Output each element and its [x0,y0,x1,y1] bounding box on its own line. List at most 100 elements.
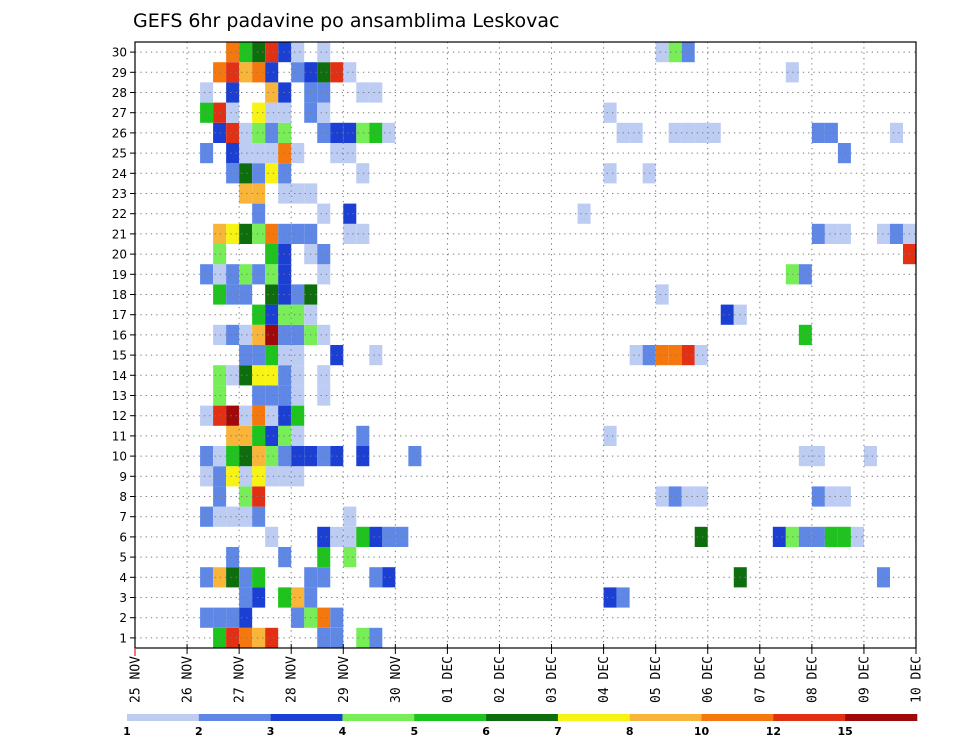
heatmap-cell [213,244,227,265]
heatmap-cell [265,223,279,244]
heatmap-cell [824,223,838,244]
y-tick-label: 1 [119,631,127,645]
heatmap-cell [356,223,370,244]
heatmap-cell [226,365,240,386]
heatmap-cell [252,405,266,426]
heatmap-cell [265,385,279,406]
y-tick-label: 14 [112,369,127,383]
heatmap-cell [655,284,669,305]
heatmap-cell [655,42,669,63]
heatmap-cell [226,446,240,467]
heatmap-cell [369,122,383,143]
heatmap-cell [369,627,383,648]
heatmap-cell [317,122,331,143]
heatmap-cell [265,264,279,285]
heatmap-cell [863,446,877,467]
heatmap-cell [213,223,227,244]
x-axis-ticks: 25 NOV 26 NOV 27 NOV 28 NOV 29 NOV 30 NOV 01 D… [129,644,925,703]
heatmap-cell [265,627,279,648]
heatmap-cell [694,526,708,547]
legend-swatch [773,714,846,721]
heatmap-cell [200,102,214,123]
heatmap-cell [239,466,253,487]
heatmap-cell [200,506,214,527]
y-tick-label: 30 [112,46,127,60]
y-tick-label: 13 [112,389,127,403]
heatmap-cell [343,506,357,527]
heatmap-cell [291,446,305,467]
y-tick-label: 4 [119,571,127,585]
x-tick-label: 09 DEC [857,656,872,703]
heatmap-cell [681,122,695,143]
y-tick-label: 21 [112,227,127,241]
heatmap-cell [252,425,266,446]
heatmap-cell [291,345,305,366]
heatmap-cell [655,345,669,366]
heatmap-cell [343,203,357,224]
heatmap-cell [226,284,240,305]
heatmap-cell [252,324,266,345]
legend-swatch [557,714,631,721]
heatmap-cell [265,284,279,305]
x-tick-label: 02 DEC [493,656,508,703]
heatmap-cell [317,446,331,467]
heatmap-cell [200,567,214,588]
heatmap-cell [200,466,214,487]
heatmap-cell [265,324,279,345]
heatmap-cell [668,486,682,507]
heatmap-cell [213,567,227,588]
heatmap-cell [226,82,240,103]
heatmap-cell [291,284,305,305]
heatmap-cell [720,304,734,325]
heatmap-cell [694,345,708,366]
heatmap-cell [356,425,370,446]
heatmap-cell [369,345,383,366]
heatmap-cell [252,42,266,63]
heatmap-cell [356,163,370,184]
legend-label: 4 [339,725,347,738]
y-tick-label: 22 [112,207,127,221]
x-tick-label: 07 DEC [753,656,768,703]
heatmap-cell [200,82,214,103]
heatmap-cell [239,627,253,648]
heatmap-cell [291,42,305,63]
heatmap-cell [226,223,240,244]
heatmap-cell [265,102,279,123]
y-tick-label: 23 [112,187,127,201]
heatmap-cell [252,446,266,467]
heatmap-cell [707,122,721,143]
heatmap-cell [226,547,240,568]
heatmap-cell [239,607,253,628]
heatmap-cell [356,82,370,103]
y-tick-label: 5 [119,551,127,565]
heatmap-cell [317,607,331,628]
legend-label: 2 [195,725,203,738]
heatmap-cell [252,345,266,366]
heatmap-cell [239,345,253,366]
heatmap-cell [343,62,357,83]
heatmap-cell [356,122,370,143]
heatmap-cell [369,567,383,588]
heatmap-cell [837,143,851,164]
chart-title: GEFS 6hr padavine po ansamblima Leskovac [133,10,560,32]
heatmap-cell [668,345,682,366]
heatmap-cell [837,486,851,507]
heatmap-cell [317,203,331,224]
heatmap-cell [200,264,214,285]
heatmap-cell [213,385,227,406]
heatmap-cell [668,42,682,63]
heatmap-cell [382,567,396,588]
heatmap-cell [317,547,331,568]
y-tick-label: 26 [112,126,127,140]
heatmap-cell [265,244,279,265]
heatmap-cell [681,345,695,366]
heatmap-cell [343,122,357,143]
heatmap-cell [824,486,838,507]
heatmap-cell [291,223,305,244]
legend-label: 3 [267,725,275,738]
heatmap-cell [655,486,669,507]
heatmap-cell [213,405,227,426]
heatmap-cell [213,62,227,83]
legend-swatch [127,714,200,721]
heatmap-cell [369,82,383,103]
